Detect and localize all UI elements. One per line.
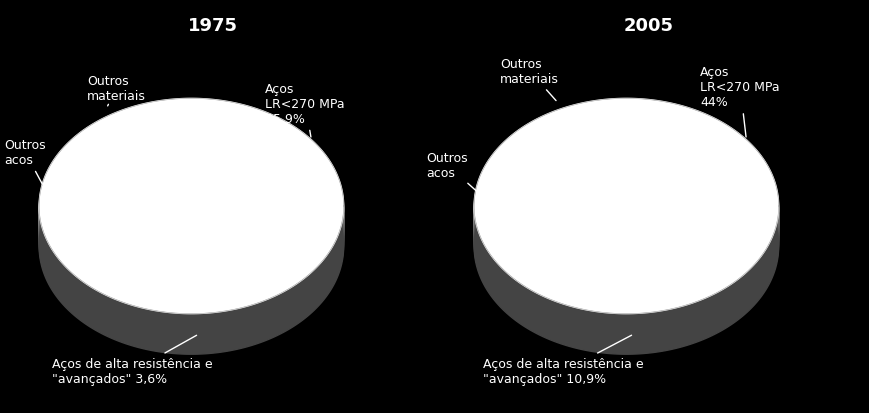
Polygon shape	[474, 119, 778, 334]
Text: Outros
acos: Outros acos	[426, 151, 476, 192]
Polygon shape	[39, 137, 343, 351]
Text: Aços de alta resistência e
"avançados" 10,9%: Aços de alta resistência e "avançados" 1…	[482, 335, 643, 385]
Polygon shape	[39, 140, 343, 354]
Polygon shape	[474, 140, 778, 354]
Text: Aços
LR<270 MPa
55,9%: Aços LR<270 MPa 55,9%	[265, 83, 345, 138]
Polygon shape	[39, 105, 343, 320]
Polygon shape	[39, 116, 343, 331]
Polygon shape	[474, 105, 778, 320]
Polygon shape	[474, 137, 778, 351]
Polygon shape	[39, 125, 343, 340]
Polygon shape	[474, 114, 778, 328]
Text: Outros
acos: Outros acos	[4, 139, 46, 185]
Polygon shape	[39, 128, 343, 343]
Text: Outros
materiais: Outros materiais	[500, 58, 559, 101]
Polygon shape	[39, 119, 343, 334]
Polygon shape	[474, 108, 778, 323]
Polygon shape	[474, 122, 778, 337]
Polygon shape	[474, 128, 778, 343]
Text: 1975: 1975	[188, 17, 238, 34]
Polygon shape	[474, 116, 778, 331]
Polygon shape	[39, 122, 343, 337]
Text: Aços de alta resistência e
"avançados" 3,6%: Aços de alta resistência e "avançados" 3…	[52, 335, 213, 385]
Polygon shape	[474, 99, 778, 314]
Text: 2005: 2005	[622, 17, 673, 34]
Polygon shape	[474, 131, 778, 346]
Text: Outros
materiais: Outros materiais	[87, 74, 146, 107]
Polygon shape	[39, 114, 343, 328]
Polygon shape	[39, 99, 343, 314]
Polygon shape	[39, 102, 343, 317]
Polygon shape	[474, 102, 778, 317]
Polygon shape	[474, 111, 778, 325]
Polygon shape	[474, 134, 778, 349]
Polygon shape	[39, 111, 343, 325]
Text: Aços
LR<270 MPa
44%: Aços LR<270 MPa 44%	[700, 66, 779, 138]
Polygon shape	[39, 108, 343, 323]
Polygon shape	[39, 134, 343, 349]
Polygon shape	[474, 125, 778, 340]
Polygon shape	[39, 131, 343, 346]
